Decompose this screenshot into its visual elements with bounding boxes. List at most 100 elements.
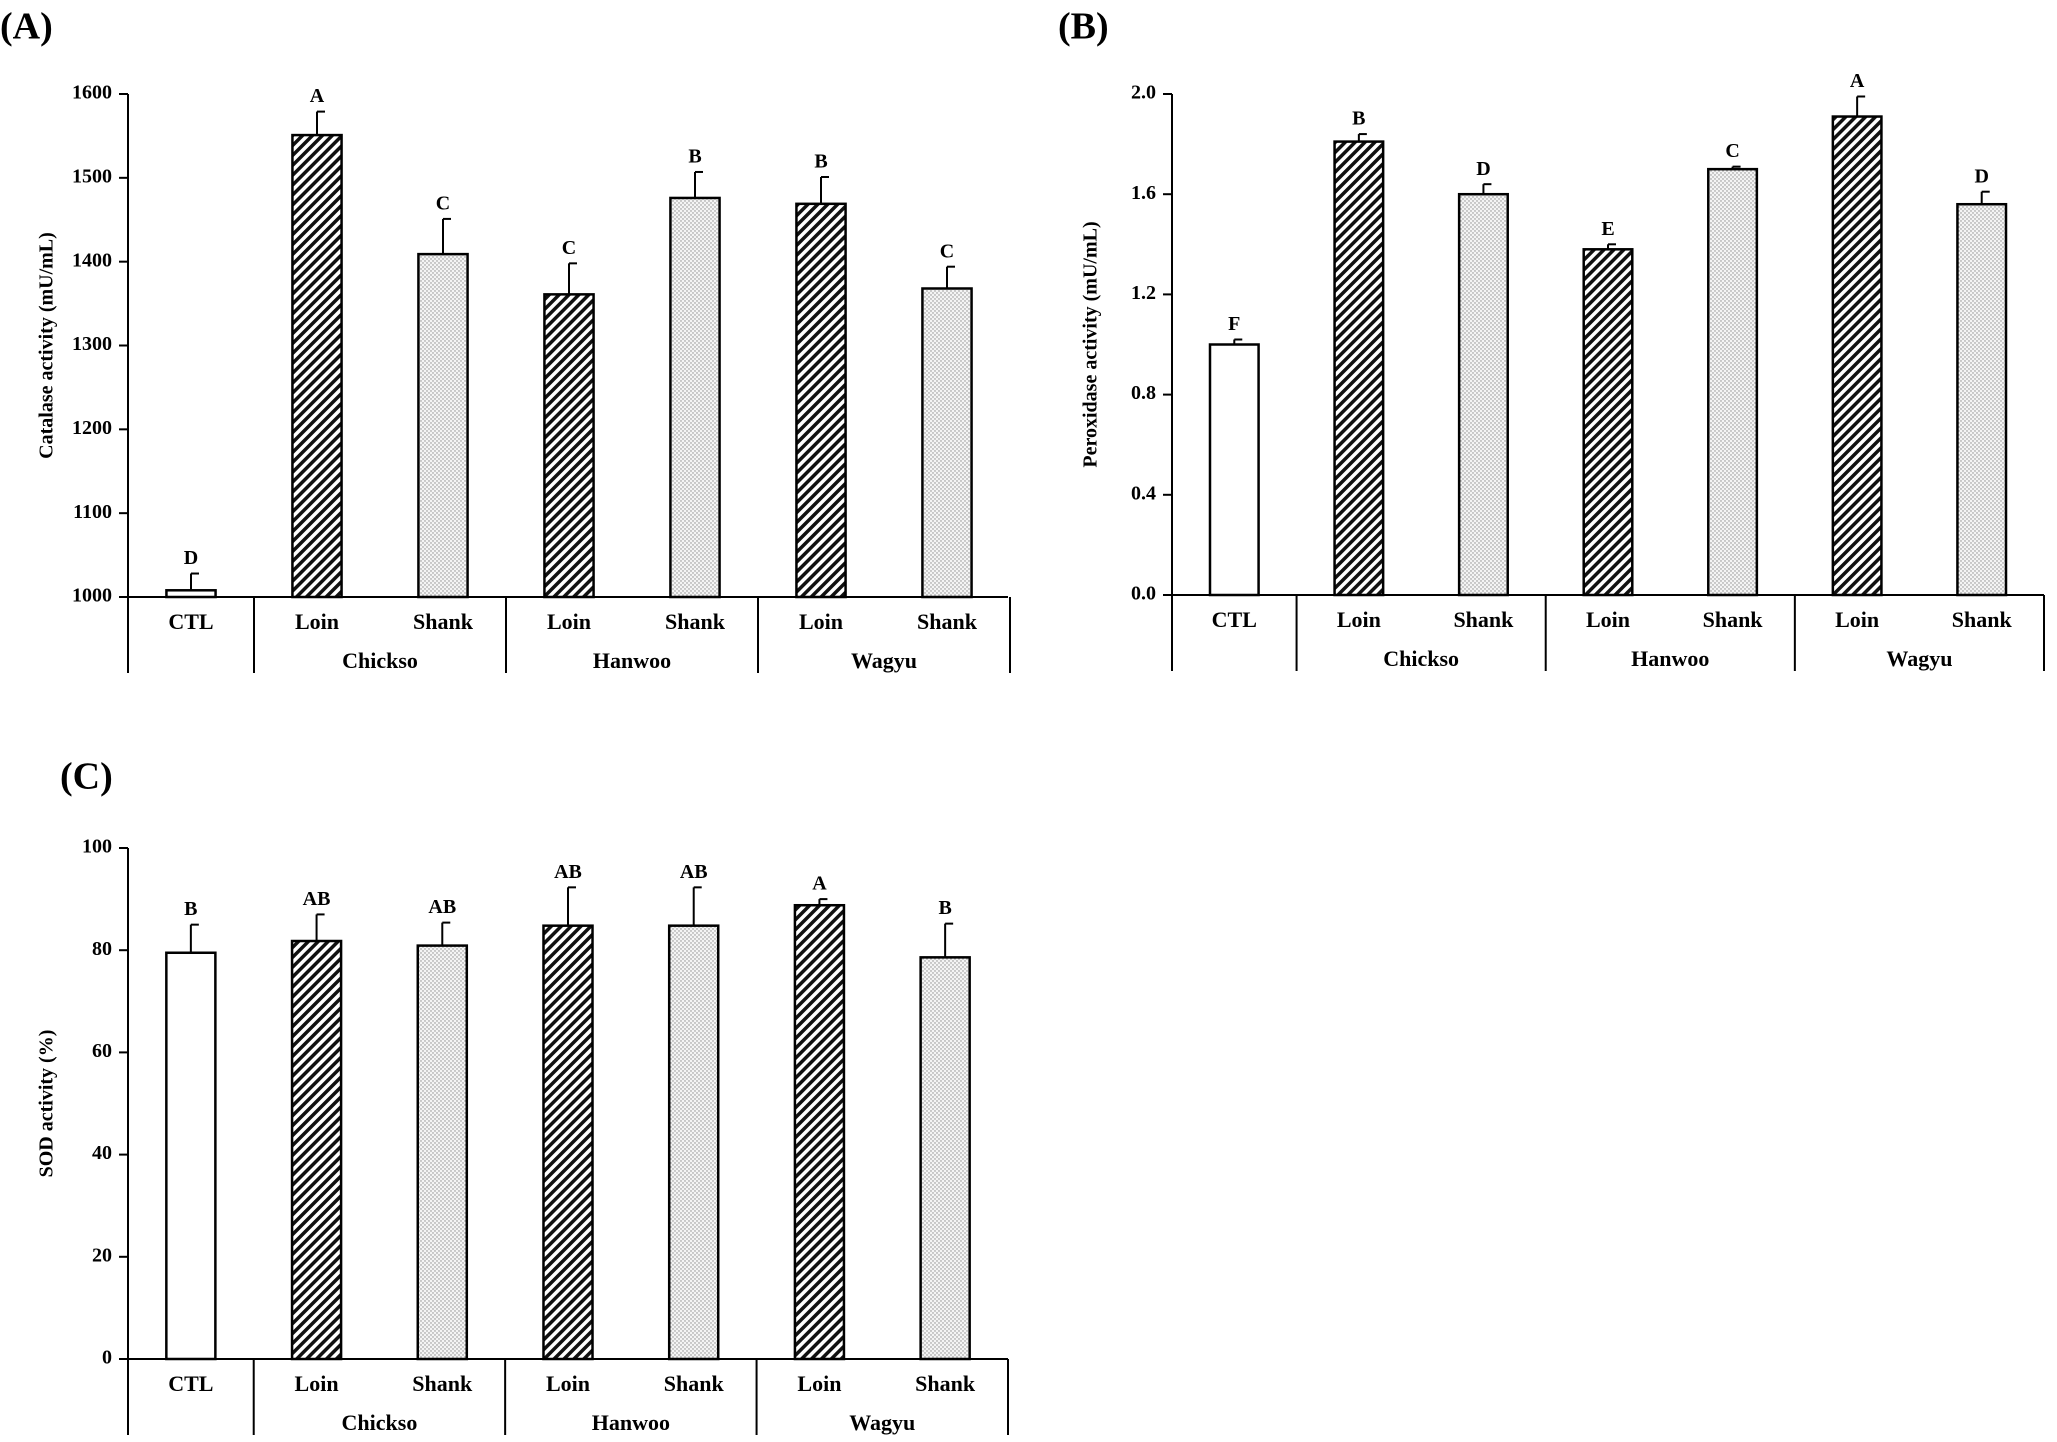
bar-loin <box>290 939 343 1361</box>
category-label: Loin <box>295 609 339 634</box>
chart-sod: (C) 0 20 40 60 80 100 SOD activity (%) CTL Loin Sh… <box>36 756 1009 1435</box>
significance-label: D <box>184 547 198 569</box>
significance-label: F <box>1228 313 1240 335</box>
group-label: Wagyu <box>849 1410 915 1435</box>
bar-ctl <box>165 951 217 1361</box>
bar-ctl <box>165 589 217 599</box>
significance-label: AB <box>680 861 708 883</box>
y-axis-title: Peroxidase activity (mU/mL) <box>1080 221 1102 467</box>
y-axis-title: SOD activity (%) <box>36 1030 58 1178</box>
bar-shank <box>921 287 973 599</box>
bar-shank <box>669 196 721 599</box>
bar-loin <box>1333 140 1385 597</box>
significance-label: B <box>814 151 827 173</box>
y-tick-label: 60 <box>92 1040 112 1062</box>
y-tick-label: 1.2 <box>1131 282 1156 304</box>
group-label: Hanwoo <box>592 1410 670 1435</box>
y-tick-label: 1000 <box>72 585 112 607</box>
chart-catalase: (A) 1000 1100 1200 1300 1400 1500 1600 Catalase … <box>0 6 1011 673</box>
significance-label: D <box>1476 158 1490 180</box>
significance-label: C <box>1725 140 1739 162</box>
bar-shank <box>1457 192 1509 597</box>
category-label: Shank <box>1952 607 2013 632</box>
category-label: Loin <box>1586 607 1630 632</box>
category-label: Shank <box>413 609 474 634</box>
category-label: Loin <box>1835 607 1879 632</box>
category-label: Shank <box>915 1371 976 1396</box>
bar-loin <box>543 293 595 599</box>
significance-label: B <box>1352 108 1365 130</box>
y-tick-label: 100 <box>82 836 112 858</box>
significance-label: B <box>184 898 197 920</box>
group-label: Wagyu <box>1886 646 1952 671</box>
category-label: CTL <box>168 609 213 634</box>
significance-label: A <box>812 873 827 895</box>
y-tick-label: 2.0 <box>1131 82 1156 104</box>
significance-label: B <box>688 146 701 168</box>
chart-peroxidase: (B) 0.0 0.4 0.8 1.2 1.6 2.0 Peroxidase activity… <box>1058 6 2045 671</box>
bar-shank <box>667 924 720 1361</box>
bar-loin <box>1582 248 1634 597</box>
y-tick-label: 1600 <box>72 82 112 104</box>
panel-label: (A) <box>0 6 53 48</box>
group-label: Chickso <box>1383 646 1459 671</box>
bar-loin <box>795 202 847 599</box>
category-label: Loin <box>295 1371 339 1396</box>
panel-label: (B) <box>1058 6 1109 48</box>
bar-shank <box>1707 167 1759 597</box>
y-tick-label: 40 <box>92 1142 112 1164</box>
y-tick-label: 0 <box>102 1347 112 1369</box>
significance-label: AB <box>554 861 582 883</box>
group-label: Hanwoo <box>593 648 671 673</box>
y-tick-label: 80 <box>92 938 112 960</box>
category-label: Shank <box>412 1371 473 1396</box>
category-label: Shank <box>1453 607 1514 632</box>
group-label: Hanwoo <box>1631 646 1709 671</box>
y-tick-label: 0.4 <box>1131 482 1156 504</box>
bar-shank <box>416 944 469 1361</box>
significance-label: AB <box>303 888 331 910</box>
bar-shank <box>1956 202 2008 597</box>
y-tick-label: 1200 <box>72 417 112 439</box>
category-label: Loin <box>797 1371 841 1396</box>
bar-loin <box>1831 115 1883 597</box>
bar-loin <box>542 924 594 1361</box>
significance-label: A <box>1850 70 1865 92</box>
group-label: Wagyu <box>851 648 917 673</box>
category-label: Shank <box>665 609 726 634</box>
category-label: Shank <box>1703 607 1764 632</box>
bar-ctl <box>1208 343 1260 597</box>
panel-label: (C) <box>60 756 113 798</box>
y-tick-label: 1100 <box>73 501 112 523</box>
significance-label: C <box>562 237 576 259</box>
category-label: Loin <box>546 1371 590 1396</box>
significance-label: A <box>310 85 325 107</box>
bar-loin <box>793 903 846 1361</box>
category-label: Shank <box>664 1371 725 1396</box>
category-label: Shank <box>917 609 978 634</box>
significance-label: E <box>1601 218 1614 240</box>
significance-label: C <box>940 240 954 262</box>
significance-label: B <box>938 897 951 919</box>
bar-shank <box>417 252 469 599</box>
category-label: Loin <box>1337 607 1381 632</box>
group-label: Chickso <box>342 1410 418 1435</box>
significance-label: D <box>1974 165 1988 187</box>
category-label: CTL <box>168 1371 213 1396</box>
category-label: CTL <box>1212 607 1257 632</box>
significance-label: C <box>436 193 450 215</box>
y-tick-label: 1400 <box>72 249 112 271</box>
significance-label: AB <box>428 896 456 918</box>
y-tick-label: 0.8 <box>1131 382 1156 404</box>
category-label: Loin <box>799 609 843 634</box>
y-axis-title: Catalase activity (mU/mL) <box>36 232 58 459</box>
y-tick-label: 1500 <box>72 165 112 187</box>
y-tick-label: 0.0 <box>1131 583 1156 605</box>
group-label: Chickso <box>342 648 418 673</box>
y-tick-label: 1300 <box>72 333 112 355</box>
category-label: Loin <box>547 609 591 634</box>
y-tick-label: 1.6 <box>1131 182 1156 204</box>
bar-shank <box>919 956 971 1361</box>
bar-loin <box>291 133 343 599</box>
